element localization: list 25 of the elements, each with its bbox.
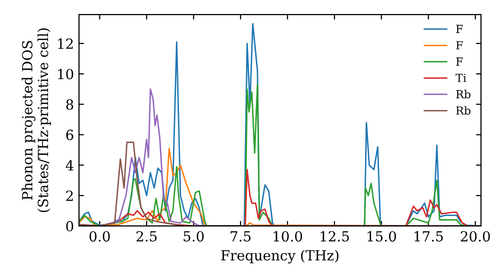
x-tick-label: 2.5 <box>136 231 157 242</box>
y-tick-label: 10 <box>58 68 74 80</box>
y-tick-label: 6 <box>66 130 74 140</box>
y-tick-label: 0 <box>66 220 74 232</box>
y-tick-label: 12 <box>58 38 73 49</box>
y-tick-label: 8 <box>66 99 74 110</box>
legend-label: F <box>456 41 463 50</box>
x-axis-title: Frequency (THz) <box>221 250 338 264</box>
y-tick-label: 4 <box>66 160 74 170</box>
x-tick-label: 10.0 <box>274 231 302 242</box>
legend-label: Rb <box>456 90 470 98</box>
legend-label: F <box>456 58 463 66</box>
legend-label: Rb <box>456 106 470 115</box>
x-tick-label: 20.0 <box>460 231 490 242</box>
x-tick-label: 17.5 <box>414 231 443 242</box>
y-axis-title: Phonon projected DOS (States/THz·primitive cell) <box>22 28 51 212</box>
x-tick-label: 0.0 <box>90 231 110 242</box>
y-tick-label: 2 <box>66 190 73 201</box>
x-tick-label: 15.0 <box>368 231 396 242</box>
x-tick-label: 12.5 <box>320 231 349 242</box>
legend-label: Ti <box>456 74 466 82</box>
x-tick-label: 7.5 <box>230 231 251 242</box>
line-series <box>79 142 185 226</box>
legend-label: F <box>456 24 463 34</box>
x-tick-label: 5.0 <box>184 231 204 242</box>
